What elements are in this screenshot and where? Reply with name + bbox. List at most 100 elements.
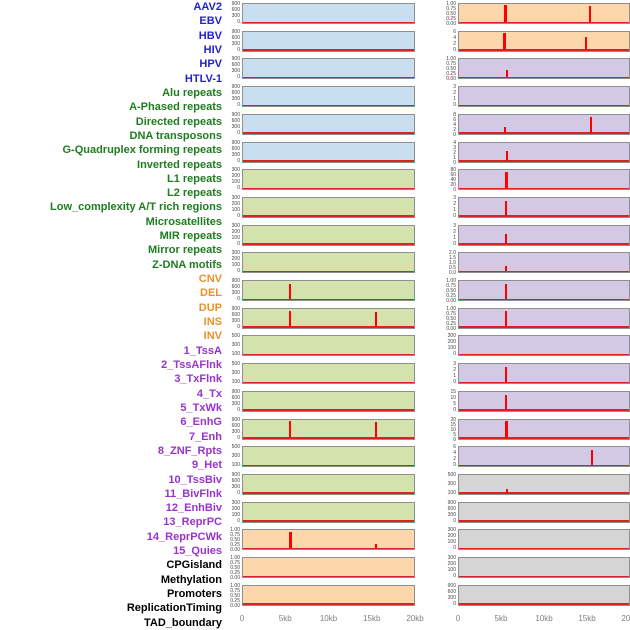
y-axis-tick-label: 900: [231, 278, 240, 284]
y-axis-tick-label: 500: [231, 333, 240, 340]
signal-spike: [505, 150, 508, 161]
track-label-Mirror-repeats: Mirror repeats: [148, 244, 222, 257]
track-panel-DNA-transposons: [242, 252, 415, 274]
y-axis-tick-label: 0.50: [446, 315, 456, 322]
track-panel-G-Quadruplex-forming-repeats: [242, 280, 415, 301]
track-panel-12_EnhBiv: [458, 363, 630, 385]
y-axis-tick-label: 300: [231, 453, 240, 460]
y-axis-tick-label: 10: [450, 426, 456, 433]
track-panel-7_Enh: [458, 224, 630, 246]
y-axis-tick-label: 900: [231, 305, 240, 312]
y-axis-tick-label: 300: [447, 555, 456, 561]
track-panel-15_Quies: [458, 446, 630, 468]
track-panel-5_TxWk: [458, 169, 630, 191]
y-axis-tick-label: 0.00: [446, 21, 456, 27]
y-axis-tick-label: 2: [453, 456, 456, 463]
y-axis-tick-label: 300: [231, 96, 240, 103]
y-axis-ticks: 300 200 100 0: [220, 251, 240, 274]
y-axis-tick-label: 2: [453, 149, 456, 156]
signal-baseline: [459, 464, 629, 467]
signal-baseline: [243, 21, 414, 23]
signal-spike: [289, 283, 292, 299]
signal-spike: [374, 422, 377, 438]
track-panel-L1-repeats: [242, 335, 415, 357]
track-label-2_TssAFlnk: 2_TssAFlnk: [161, 358, 222, 371]
y-axis-tick-label: 500: [231, 444, 240, 451]
signal-baseline: [459, 270, 629, 273]
track-panel-14_ReprPCWk: [458, 418, 630, 440]
y-axis-tick-label: 1.00: [230, 527, 240, 534]
y-axis-tick-label: 0: [453, 212, 456, 219]
track-panel-1_TssA: [458, 58, 630, 80]
y-axis-tick-label: 300: [231, 400, 240, 407]
signal-baseline: [459, 326, 629, 328]
y-axis-tick-label: 300: [231, 290, 240, 296]
x-axis-tick-label: 0: [239, 614, 245, 623]
track-panel-L2-repeats: [242, 363, 415, 385]
track-panel-TAD_boundary: [458, 584, 630, 606]
track-panel-Directed-repeats: [242, 224, 415, 246]
signal-baseline: [243, 464, 414, 467]
y-axis-tick-label: 0.25: [446, 320, 456, 327]
track-panel-8_ZNF_Rpts: [458, 252, 630, 274]
signal-baseline: [243, 603, 414, 605]
y-axis-tick-label: 0: [453, 187, 456, 194]
track-label-L2-repeats: L2 repeats: [166, 187, 222, 200]
x-axis-tick-label: 10kb: [535, 614, 553, 623]
y-axis-tick-label: 0: [453, 406, 456, 413]
y-axis-ticks: 900 600 300 0: [220, 389, 240, 413]
track-label-8_ZNF_Rpts: 8_ZNF_Rpts: [157, 444, 222, 457]
track-label-4_Tx: 4_Tx: [196, 387, 222, 400]
signal-spike: [289, 310, 292, 327]
track-label-INV: INV: [203, 330, 222, 343]
y-axis-tick-label: 100: [447, 345, 456, 352]
track-panel-Microsatellites: [242, 418, 415, 440]
track-label-12_EnhBiv: 12_EnhBiv: [165, 502, 222, 515]
y-axis-tick-label: 1.00: [230, 555, 240, 561]
y-axis-ticks: 1.00 0.75 0.50 0.25 0.00: [436, 306, 456, 331]
y-axis-tick-label: 600: [231, 311, 240, 318]
signal-spike: [374, 543, 377, 549]
signal-baseline: [459, 520, 629, 522]
y-axis-tick-label: 300: [231, 40, 240, 47]
signal-baseline: [459, 215, 629, 217]
track-panel-INS: [458, 3, 630, 24]
x-axis-tick-label: 5kb: [278, 614, 292, 623]
y-axis-tick-label: 4: [453, 34, 456, 41]
y-axis-tick-label: 100: [231, 234, 240, 241]
y-axis-tick-label: 900: [231, 84, 240, 91]
x-axis-tick-label: 20kb: [406, 614, 424, 623]
signal-baseline: [459, 21, 629, 23]
y-axis-tick-label: 5: [453, 400, 456, 407]
y-axis-ticks: 500 300 100: [436, 472, 456, 496]
signal-baseline: [243, 520, 414, 522]
y-axis-tick-label: 2: [453, 200, 456, 207]
track-label-5_TxWk: 5_TxWk: [180, 401, 222, 414]
track-label-6_EnhG: 6_EnhG: [180, 416, 222, 429]
y-axis-tick-label: 200: [231, 173, 240, 180]
y-axis-tick-label: 900: [231, 111, 240, 118]
y-axis-tick-label: 1.5: [449, 255, 456, 262]
y-axis-tick-label: 0.25: [446, 16, 456, 22]
y-axis-tick-label: 300: [231, 342, 240, 349]
signal-baseline: [459, 243, 629, 245]
y-axis-tick-label: 200: [447, 339, 456, 346]
y-axis-ticks: 2.0 1.5 1.0 0.5 0.0: [436, 251, 456, 276]
signal-baseline: [243, 243, 414, 245]
y-axis-tick-label: 600: [231, 284, 240, 290]
y-axis-ticks: 1.00 0.75 0.50 0.25 0.00: [220, 583, 240, 608]
signal-baseline: [459, 381, 629, 384]
y-axis-tick-label: 300: [231, 428, 240, 435]
signal-baseline: [243, 381, 414, 384]
signal-baseline: [459, 353, 629, 356]
track-label-13_ReprPC: 13_ReprPC: [163, 516, 222, 529]
track-panel-CPGisland: [458, 473, 630, 495]
signal-spike: [589, 5, 592, 22]
track-panel-Low_complexity-A-T-rich-regions: [242, 390, 415, 412]
y-axis-ticks: 900 600 300 0: [220, 29, 240, 53]
y-axis-tick-label: 100: [447, 489, 456, 496]
y-axis-ticks: 900 600 300 0: [220, 57, 240, 80]
